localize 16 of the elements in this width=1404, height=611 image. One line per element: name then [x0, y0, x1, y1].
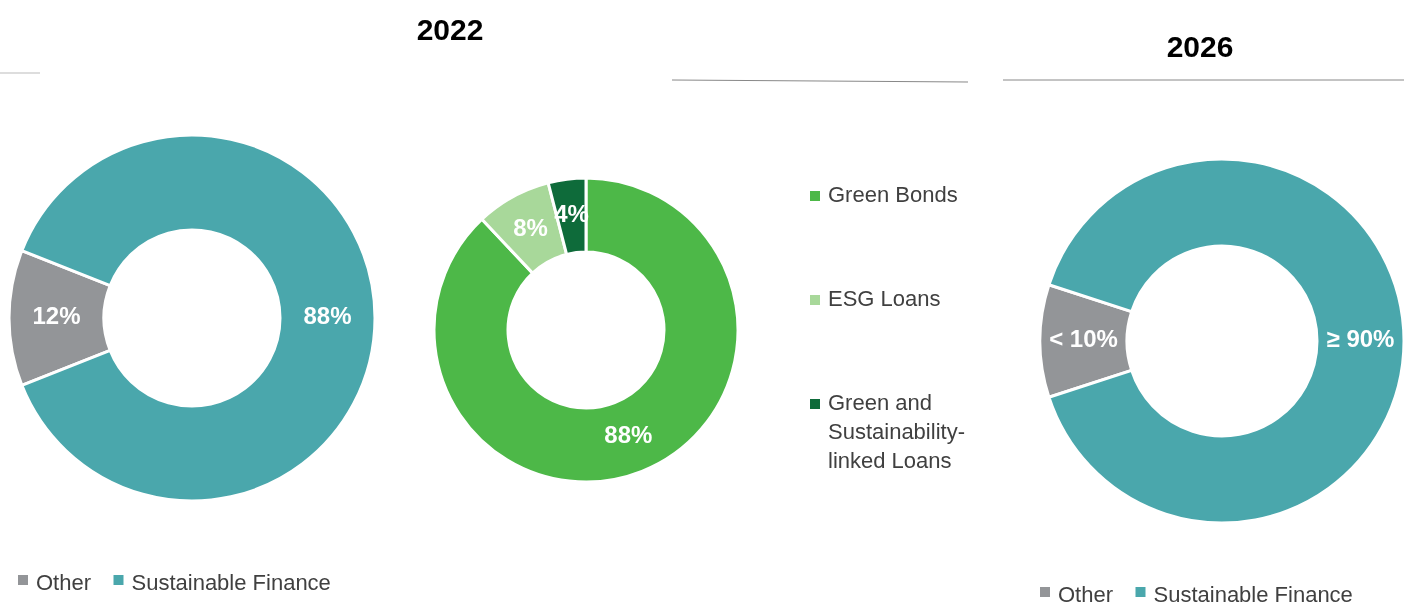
legend-label: Green Bonds	[828, 181, 958, 207]
donut-slice	[432, 176, 740, 484]
data-label: < 10%	[1049, 325, 1118, 353]
data-label: 12%	[32, 302, 81, 330]
legend-label: Other	[1058, 581, 1114, 607]
legend-label: Sustainable Finance	[131, 569, 331, 595]
chart-title: 2026	[1166, 30, 1234, 63]
text: 2022	[416, 13, 484, 46]
data-label: ≥ 90%	[1326, 325, 1395, 353]
legend-label: Green and Sustainability-linked Loans	[828, 389, 965, 473]
legend-label: Sustainable Finance	[1153, 581, 1353, 607]
legend-label: ESG Loans	[828, 285, 941, 311]
legend-label: Other	[36, 569, 92, 595]
data-label: 88%	[303, 302, 352, 330]
data-label: 8%	[513, 213, 548, 241]
data-label: 88%	[604, 421, 653, 449]
